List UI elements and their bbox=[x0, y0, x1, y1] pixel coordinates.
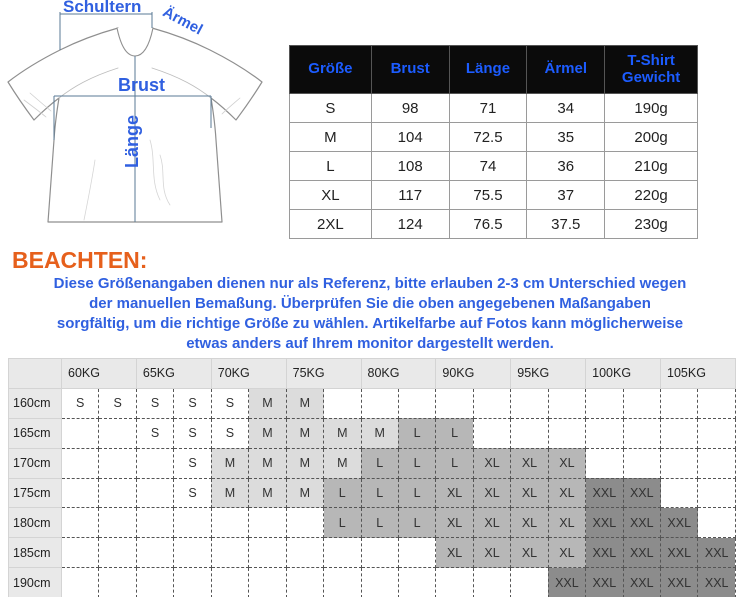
svg-text:Schultern: Schultern bbox=[63, 0, 141, 16]
svg-text:Länge: Länge bbox=[122, 115, 142, 168]
svg-text:Brust: Brust bbox=[118, 75, 165, 95]
